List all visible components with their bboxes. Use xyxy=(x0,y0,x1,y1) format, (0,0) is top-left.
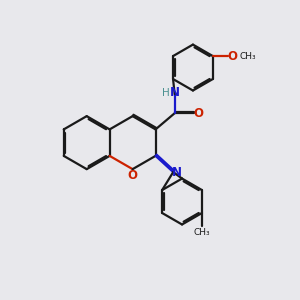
Text: N: N xyxy=(170,86,180,99)
Text: O: O xyxy=(128,169,138,182)
Text: O: O xyxy=(193,107,203,120)
Text: CH₃: CH₃ xyxy=(194,228,210,237)
Text: O: O xyxy=(227,50,237,63)
Text: N: N xyxy=(172,166,182,178)
Text: CH₃: CH₃ xyxy=(240,52,256,61)
Text: H: H xyxy=(162,88,170,98)
